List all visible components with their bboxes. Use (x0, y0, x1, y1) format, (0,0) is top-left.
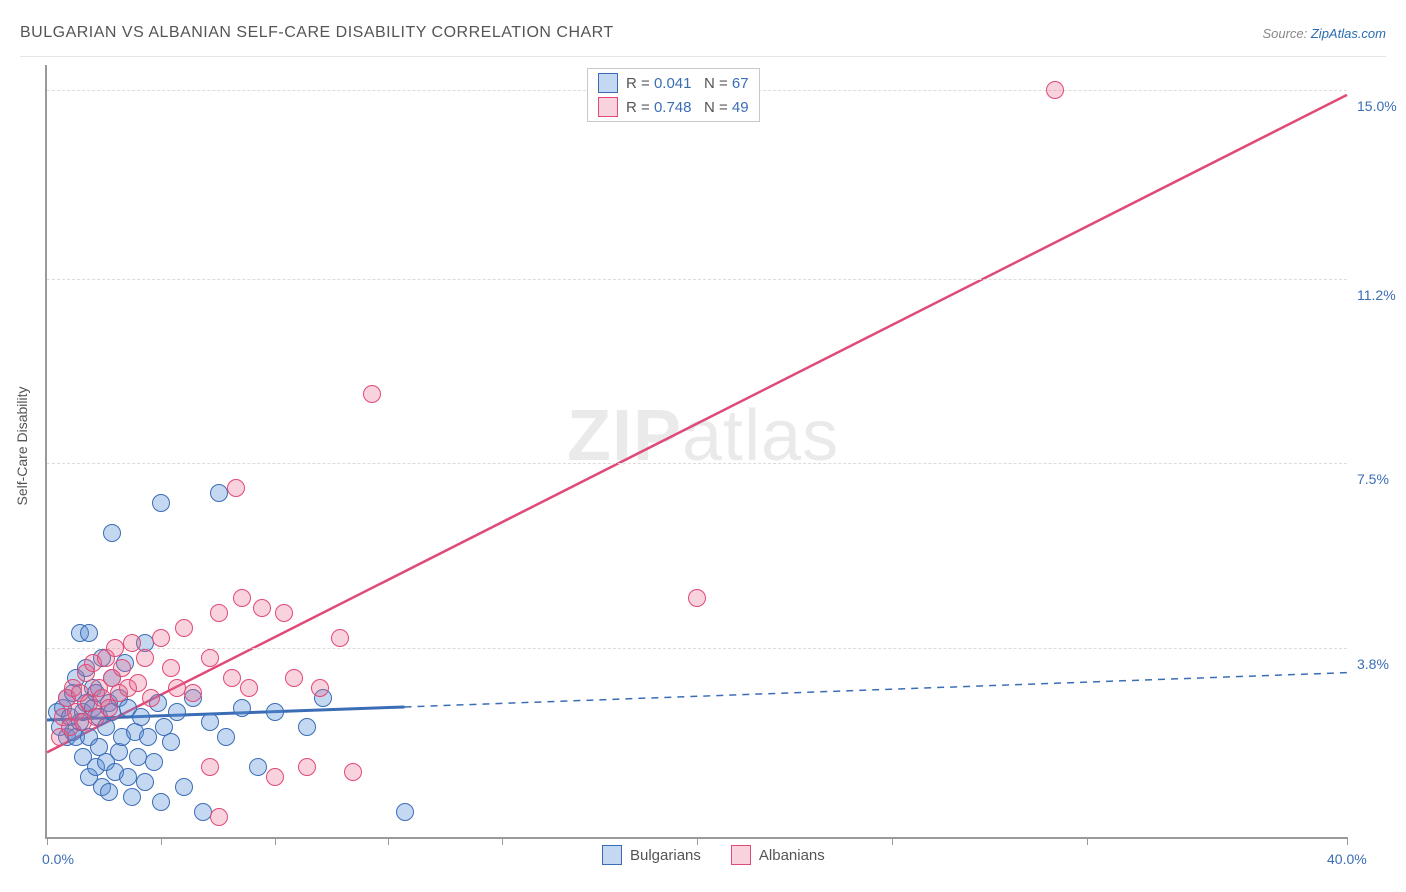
data-point (113, 659, 131, 677)
data-point (223, 669, 241, 687)
x-tick (161, 837, 162, 845)
data-point (688, 589, 706, 607)
data-point (168, 703, 186, 721)
chart-title: BULGARIAN VS ALBANIAN SELF-CARE DISABILI… (20, 24, 614, 42)
data-point (249, 758, 267, 776)
data-point (175, 778, 193, 796)
legend-stats: R = 0.748 N = 49 (626, 99, 749, 116)
y-axis-label: Self-Care Disability (14, 386, 30, 505)
data-point (344, 763, 362, 781)
trend-lines-layer (47, 65, 1347, 837)
data-point (266, 768, 284, 786)
data-point (175, 619, 193, 637)
data-point (129, 748, 147, 766)
data-point (152, 494, 170, 512)
data-point (139, 728, 157, 746)
x-tick (1347, 837, 1348, 845)
data-point (275, 604, 293, 622)
correlation-legend: R = 0.041 N = 67 R = 0.748 N = 49 (587, 68, 760, 122)
legend-swatch (731, 845, 751, 865)
data-point (162, 733, 180, 751)
data-point (119, 768, 137, 786)
x-tick (892, 837, 893, 845)
gridline-h (47, 648, 1347, 649)
data-point (266, 703, 284, 721)
x-max-label: 40.0% (1327, 851, 1367, 867)
legend-row: R = 0.748 N = 49 (598, 97, 749, 117)
trend-line-solid (47, 95, 1347, 752)
data-point (168, 679, 186, 697)
data-point (363, 385, 381, 403)
data-point (298, 758, 316, 776)
x-tick (1087, 837, 1088, 845)
watermark: ZIPatlas (567, 395, 839, 477)
data-point (103, 524, 121, 542)
data-point (100, 783, 118, 801)
series-legend-item: Albanians (731, 845, 825, 865)
data-point (136, 773, 154, 791)
y-tick-label: 7.5% (1357, 471, 1389, 487)
legend-stats: R = 0.041 N = 67 (626, 75, 749, 92)
legend-swatch (598, 73, 618, 93)
data-point (233, 699, 251, 717)
data-point (194, 803, 212, 821)
gridline-h (47, 463, 1347, 464)
data-point (145, 753, 163, 771)
data-point (80, 624, 98, 642)
x-min-label: 0.0% (42, 851, 74, 867)
series-name: Bulgarians (630, 847, 701, 864)
series-legend-item: Bulgarians (602, 845, 701, 865)
data-point (285, 669, 303, 687)
x-tick (388, 837, 389, 845)
legend-swatch (602, 845, 622, 865)
x-tick (275, 837, 276, 845)
data-point (201, 713, 219, 731)
data-point (233, 589, 251, 607)
data-point (201, 649, 219, 667)
series-legend: Bulgarians Albanians (602, 845, 825, 865)
x-tick (502, 837, 503, 845)
legend-swatch (598, 97, 618, 117)
source-link[interactable]: ZipAtlas.com (1311, 26, 1386, 41)
data-point (152, 629, 170, 647)
y-tick-label: 15.0% (1357, 98, 1397, 114)
data-point (152, 793, 170, 811)
source-label: Source: ZipAtlas.com (1262, 26, 1386, 41)
data-point (123, 634, 141, 652)
data-point (253, 599, 271, 617)
data-point (132, 708, 150, 726)
data-point (227, 479, 245, 497)
legend-row: R = 0.041 N = 67 (598, 73, 749, 93)
data-point (201, 758, 219, 776)
data-point (298, 718, 316, 736)
data-point (1046, 81, 1064, 99)
scatter-plot-area: ZIPatlas 3.8%7.5%11.2%15.0%0.0%40.0%R = … (45, 65, 1347, 839)
data-point (184, 684, 202, 702)
y-tick-label: 11.2% (1357, 287, 1396, 303)
x-tick (697, 837, 698, 845)
data-point (311, 679, 329, 697)
data-point (331, 629, 349, 647)
data-point (210, 604, 228, 622)
data-point (136, 649, 154, 667)
data-point (396, 803, 414, 821)
title-bar: BULGARIAN VS ALBANIAN SELF-CARE DISABILI… (20, 18, 1386, 57)
gridline-h (47, 279, 1347, 280)
data-point (210, 808, 228, 826)
data-point (123, 788, 141, 806)
data-point (129, 674, 147, 692)
data-point (142, 689, 160, 707)
data-point (240, 679, 258, 697)
series-name: Albanians (759, 847, 825, 864)
trend-line-dashed (405, 673, 1348, 707)
data-point (217, 728, 235, 746)
data-point (162, 659, 180, 677)
y-tick-label: 3.8% (1357, 656, 1389, 672)
x-tick (47, 837, 48, 845)
